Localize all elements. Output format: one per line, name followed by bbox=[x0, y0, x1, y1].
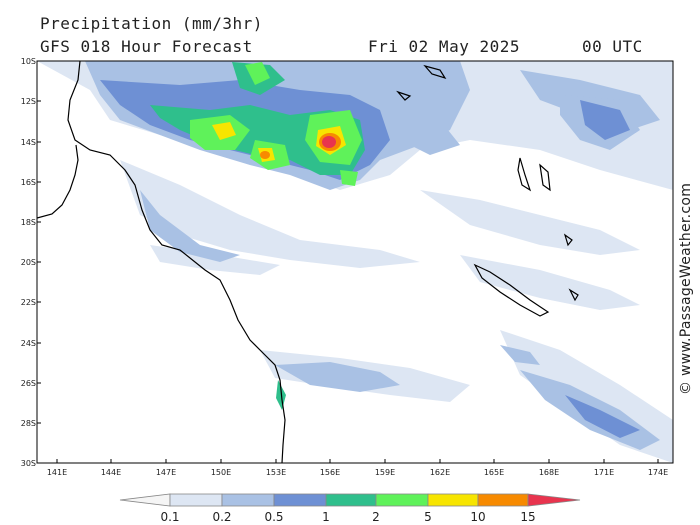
forecast-date: Fri 02 May 2025 bbox=[368, 37, 520, 56]
site-credit: © www.PassageWeather.com bbox=[678, 182, 694, 395]
legend-label: 0.5 bbox=[264, 510, 284, 524]
lon-label: 174E bbox=[647, 468, 669, 477]
legend-label: 5 bbox=[424, 510, 432, 524]
map-title: Precipitation (mm/3hr) bbox=[40, 14, 263, 33]
lat-label: 30S bbox=[20, 459, 36, 468]
lat-label: 20S bbox=[20, 258, 36, 267]
lon-label: 141E bbox=[46, 468, 68, 477]
lat-label: 26S bbox=[20, 379, 36, 388]
lon-label: 156E bbox=[319, 468, 341, 477]
legend-label: 10 bbox=[470, 510, 486, 524]
legend-label: 1 bbox=[322, 510, 330, 524]
forecast-label: GFS 018 Hour Forecast bbox=[40, 37, 253, 56]
lon-label: 159E bbox=[374, 468, 396, 477]
lat-label: 28S bbox=[20, 419, 36, 428]
lon-label: 171E bbox=[593, 468, 615, 477]
lat-label: 10S bbox=[20, 57, 36, 66]
lon-label: 168E bbox=[538, 468, 560, 477]
axis-ticks bbox=[37, 60, 659, 463]
lon-label: 150E bbox=[210, 468, 232, 477]
forecast-time: 00 UTC bbox=[582, 37, 643, 56]
legend-label: 0.1 bbox=[160, 510, 180, 524]
lat-label: 22S bbox=[20, 298, 36, 307]
precip-fields bbox=[37, 61, 673, 463]
lon-label: 165E bbox=[483, 468, 505, 477]
lon-label: 153E bbox=[265, 468, 287, 477]
lon-label: 144E bbox=[100, 468, 122, 477]
legend-label: 0.2 bbox=[212, 510, 232, 524]
lat-label: 24S bbox=[20, 339, 36, 348]
legend-label: 15 bbox=[520, 510, 536, 524]
lat-label: 16S bbox=[20, 178, 36, 187]
lat-label: 18S bbox=[20, 218, 36, 227]
legend-label: 2 bbox=[372, 510, 380, 524]
lat-label: 12S bbox=[20, 97, 36, 106]
lat-label: 14S bbox=[20, 138, 36, 147]
lon-label: 147E bbox=[155, 468, 177, 477]
coastlines bbox=[37, 61, 579, 463]
lon-label: 162E bbox=[429, 468, 451, 477]
legend-colorbar bbox=[119, 493, 581, 507]
